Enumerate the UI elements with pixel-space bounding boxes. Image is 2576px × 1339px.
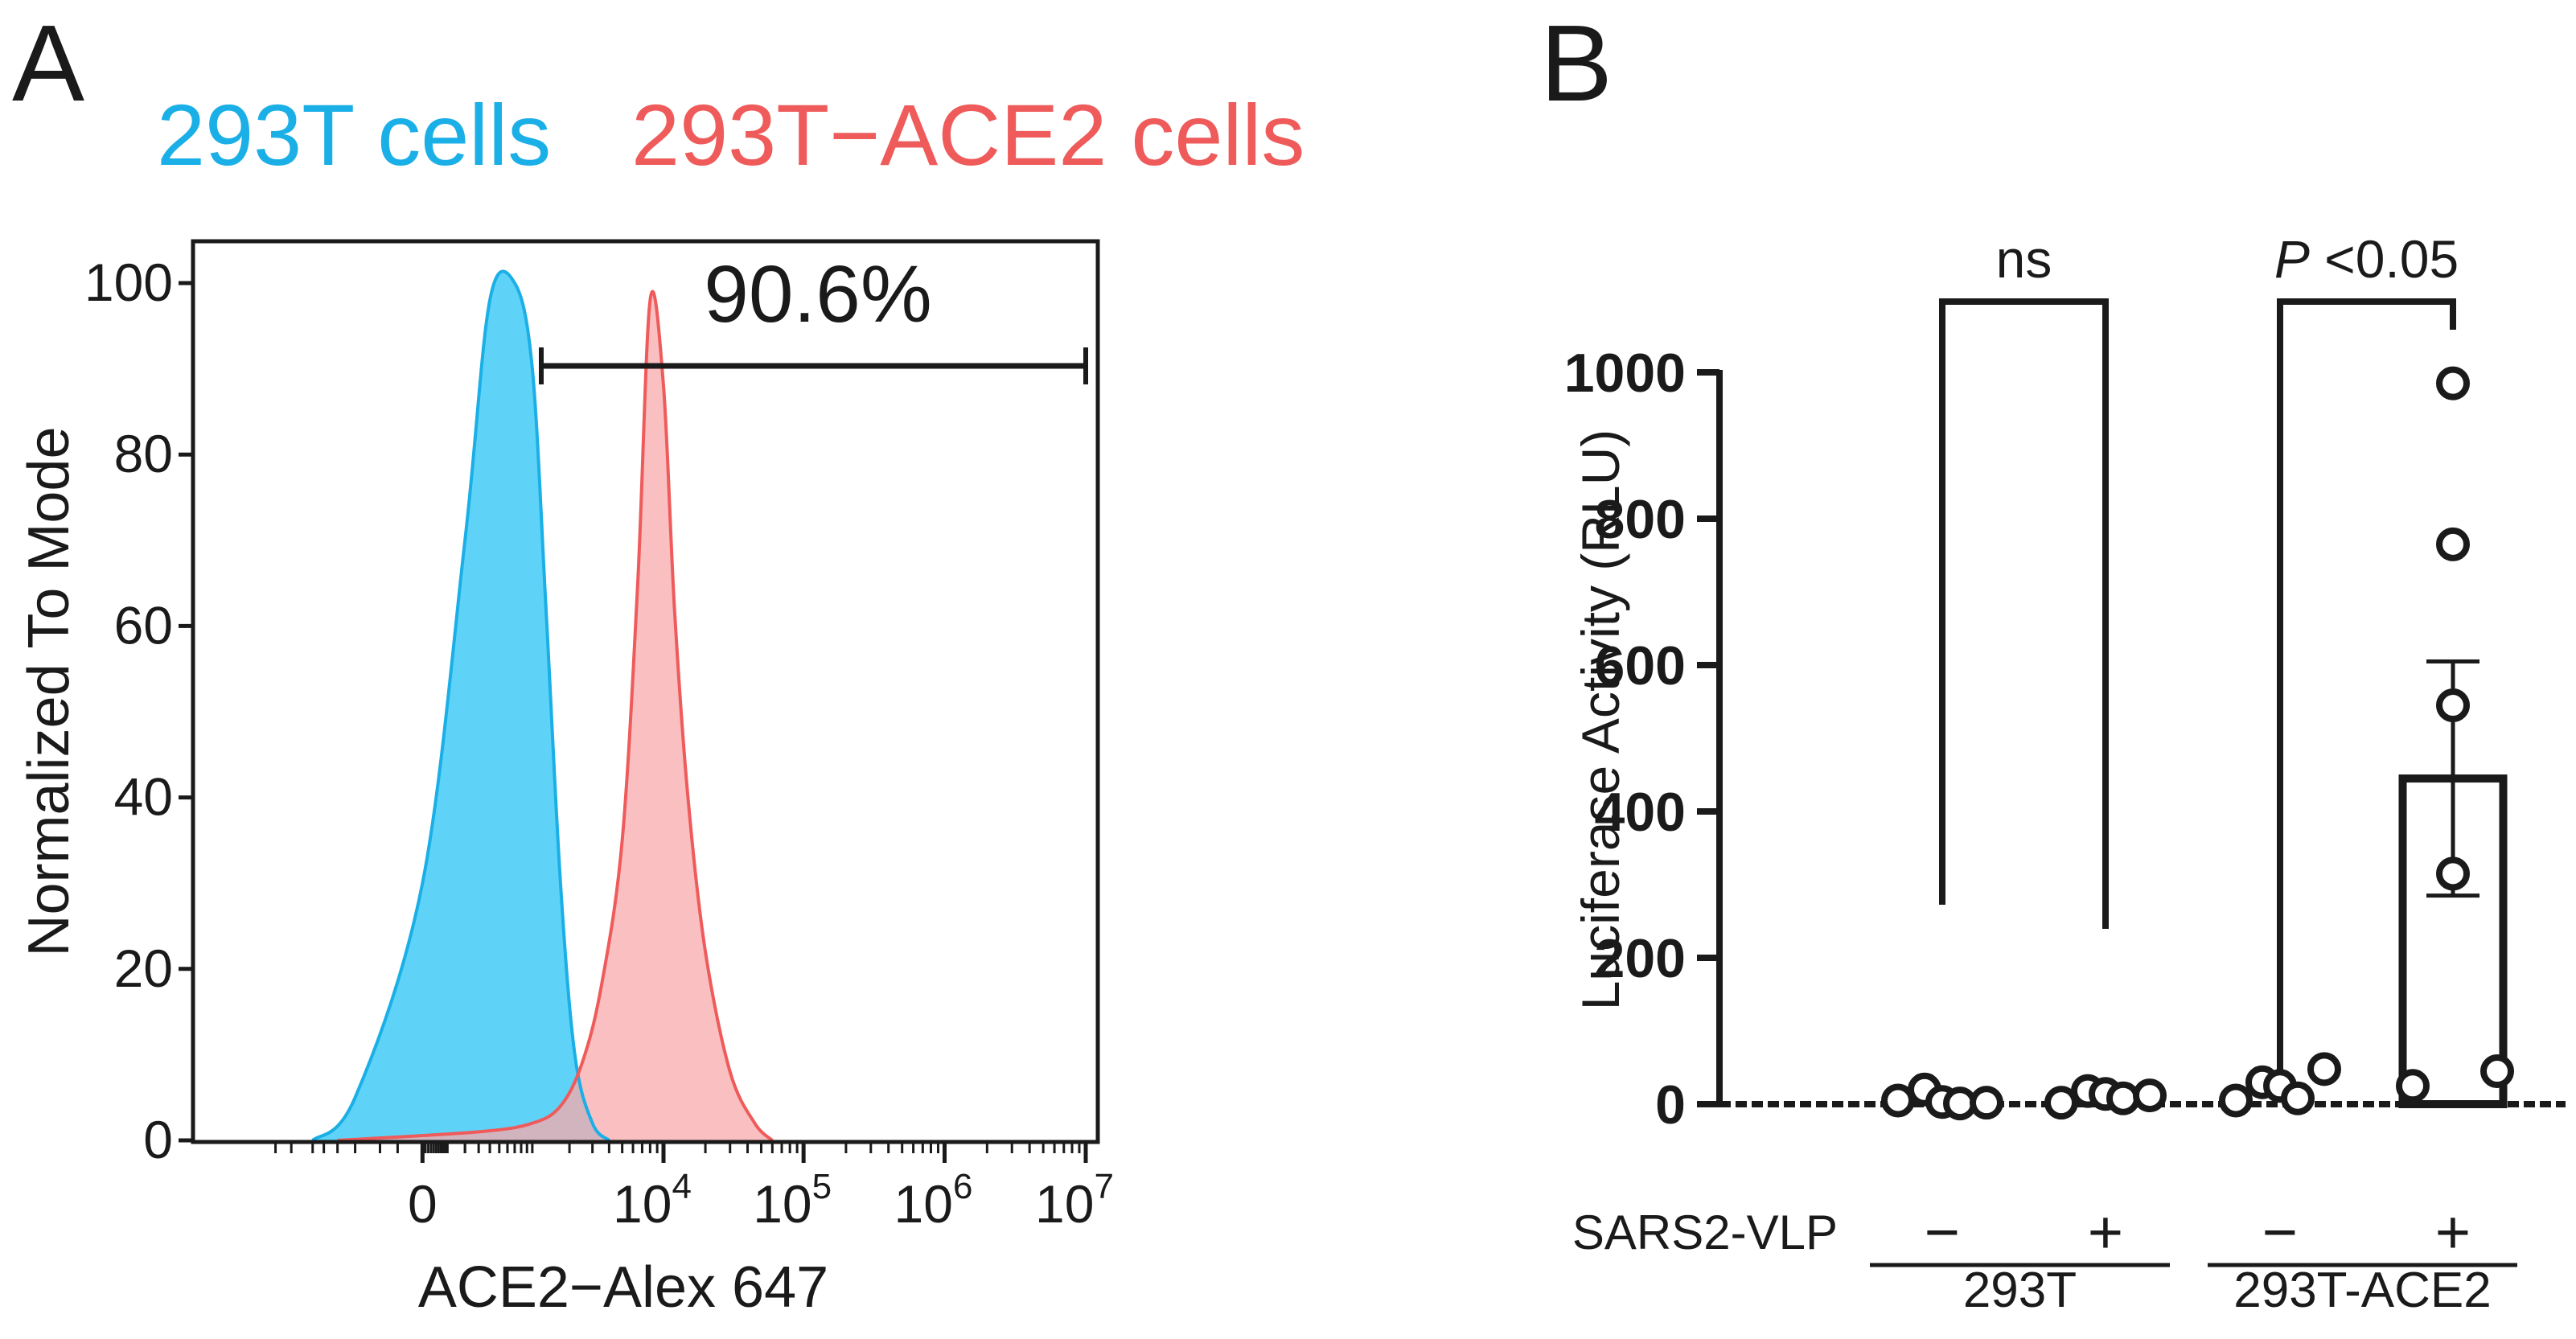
histogram-293t-ace2-fill (337, 291, 773, 1140)
y-tick-label-b: 400 (1595, 782, 1686, 843)
comparison-text: ns (1996, 229, 2052, 289)
histogram-293t-fill (312, 271, 610, 1140)
x-tick-label-a: 105 (753, 1167, 832, 1234)
data-point (2219, 1083, 2253, 1118)
x-tick-exp: 4 (672, 1167, 691, 1206)
histogram-fills (312, 271, 773, 1140)
data-point (2307, 1052, 2341, 1086)
panel-b-letter: B (1540, 2, 1613, 124)
significance-brackets: ns P <0.05 (1939, 229, 2459, 1070)
legend-293t-title: 293T cells (157, 86, 551, 183)
y-axis-label-b: Luciferase Activity (RLU) (1571, 429, 1630, 1011)
plot-frame-a (191, 239, 1100, 1144)
vlp-sign-3: + (2435, 1198, 2471, 1267)
data-point (2106, 1081, 2140, 1115)
data-point (2436, 527, 2470, 561)
comparison-bracket-0 (1939, 298, 2109, 929)
y-tick-label-b: 1000 (1564, 343, 1686, 404)
x-tick-exp: 6 (953, 1167, 972, 1206)
data-point (1970, 1086, 2003, 1120)
data-point (2133, 1078, 2167, 1113)
y-tick-label-a: 0 (143, 1110, 173, 1169)
histogram-293t-outline (311, 269, 610, 1142)
histogram-293t-ace2-outline (337, 290, 774, 1142)
data-point (2281, 1081, 2315, 1115)
p-symbol: P (2274, 229, 2310, 289)
y-tick-label-a: 60 (114, 595, 173, 655)
x-tick-label-a: 0 (408, 1174, 438, 1234)
y-tick-label-b: 800 (1595, 489, 1686, 550)
panel-a: A 293T cells 293T−ACE2 cells 02040608010… (12, 2, 1304, 1320)
comparison-label-0: ns (1996, 229, 2052, 289)
comparison-bracket-1 (2277, 298, 2456, 1070)
y-tick-label-b: 600 (1595, 635, 1686, 696)
x-tick-base: 10 (894, 1174, 953, 1234)
data-point (2396, 1069, 2430, 1103)
x-tick-base: 10 (753, 1174, 811, 1234)
data-point (2436, 856, 2470, 891)
panel-b: B Luciferase Activity (RLU) 0 200 400 600 80… (1540, 2, 2566, 1318)
x-axis-a: 0 104 105 106 107 (274, 1142, 1114, 1234)
y-tick-label-a: 20 (114, 939, 173, 998)
x-tick-base: 0 (408, 1174, 438, 1234)
group-label-1: 293T-ACE2 (2233, 1263, 2492, 1318)
y-tick-label-b: 0 (1655, 1074, 1686, 1136)
sars2-vlp-label: SARS2-VLP (1572, 1206, 1838, 1259)
x-tick-label-a: 106 (894, 1167, 973, 1234)
x-tick-base: 10 (613, 1174, 672, 1234)
y-axis-label-a: Normalized To Mode (17, 427, 81, 957)
comparison-text: <0.05 (2310, 229, 2459, 289)
legend-293t-ace2-title: 293T−ACE2 cells (631, 86, 1304, 183)
data-point (1943, 1086, 1977, 1121)
y-tick-label-a: 80 (114, 424, 173, 483)
data-point (2044, 1086, 2078, 1120)
x-tick-label-a: 104 (613, 1167, 692, 1234)
y-tick-label-a: 100 (84, 253, 173, 312)
vlp-sign-1: + (2088, 1198, 2123, 1267)
x-tick-exp: 5 (812, 1167, 832, 1206)
x-axis-label-a: ACE2−Alex 647 (418, 1255, 828, 1320)
y-tick-label-a: 40 (114, 767, 173, 827)
group-labels: 293T 293T-ACE2 (1870, 1263, 2517, 1318)
comparison-label-1: P <0.05 (2274, 229, 2459, 289)
histogram-outlines (311, 269, 774, 1142)
x-tick-label-a: 107 (1035, 1167, 1114, 1234)
y-axis-a: 0 20 40 60 80 100 (84, 253, 193, 1169)
panel-a-letter: A (12, 2, 84, 124)
gate-percentage: 90.6% (704, 249, 932, 339)
gate-bar: 90.6% (539, 249, 1088, 384)
x-tick-exp: 7 (1094, 1167, 1113, 1206)
data-point (2480, 1054, 2514, 1089)
vlp-sign-2: − (2262, 1198, 2298, 1267)
y-tick-label-b: 200 (1595, 928, 1686, 989)
vlp-sign-0: − (1925, 1198, 1960, 1267)
data-point (1881, 1083, 1915, 1118)
x-tick-base: 10 (1035, 1174, 1094, 1234)
data-points (1881, 366, 2514, 1121)
group-label-0: 293T (1963, 1263, 2077, 1318)
data-point (2436, 366, 2470, 400)
data-point (2436, 688, 2470, 723)
y-axis-b: 0 200 400 600 800 1000 (1564, 343, 1723, 1136)
category-labels: − + − + (1925, 1198, 2471, 1267)
